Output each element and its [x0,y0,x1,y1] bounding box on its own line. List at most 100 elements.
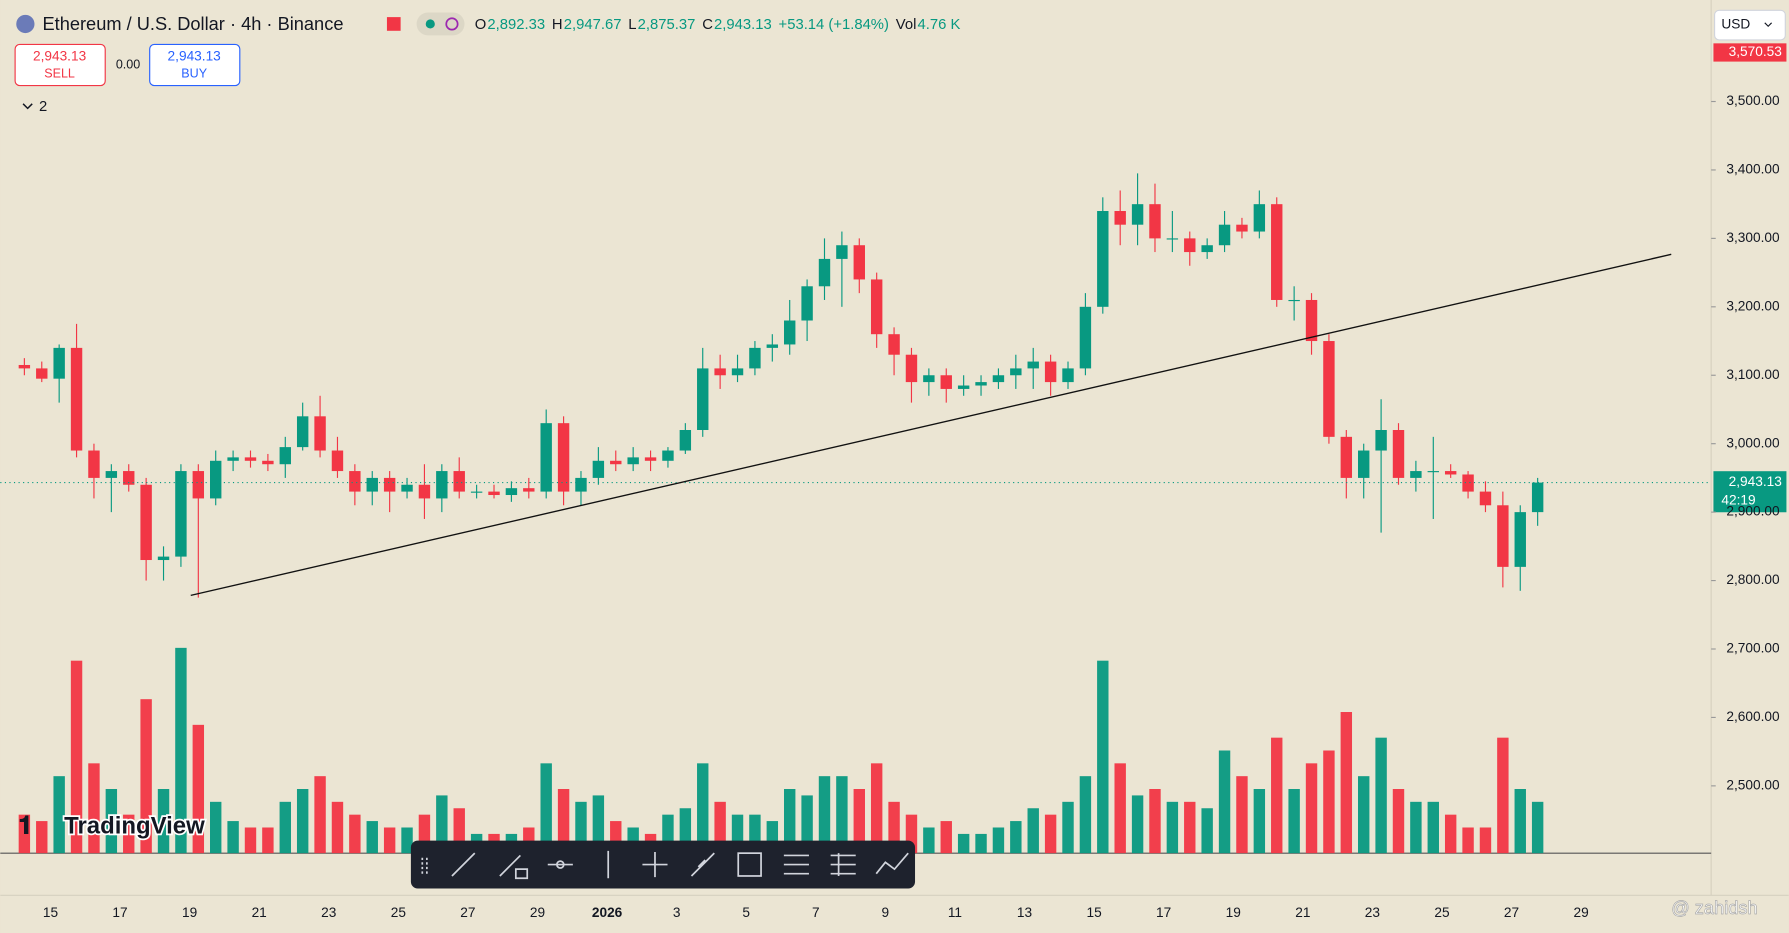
volume-bar [749,814,761,854]
y-tick-label: 3,400.00 [1726,162,1780,177]
volume-bar [992,827,1005,854]
volume-bar [1305,763,1318,854]
volume-bar [1427,801,1439,854]
x-tick-label: 21 [1295,905,1310,920]
tool-info[interactable] [690,852,715,877]
chevron[interactable] [22,103,33,110]
candle-body [627,457,639,465]
x-tick-label: 15 [43,905,59,920]
volume-bar [436,795,448,854]
tool-rect[interactable] [737,852,762,877]
candle-body [123,471,135,485]
volume-bar [227,821,239,854]
x-tick-label: 9 [882,905,890,920]
tool-hline[interactable] [547,860,573,869]
tool-trend[interactable] [451,852,476,877]
candle-body [488,491,500,496]
volume-bar [314,776,326,854]
x-tick-label: 15 [1086,905,1102,920]
ohlc-values: O 2,892.33 H 2,947.67 L 2,875.37 C 2,943.13 +53.… [475,17,961,33]
volume-bar [1166,801,1179,854]
volume-bar [836,776,848,854]
candle-body [1044,361,1057,383]
candle-body [453,471,465,492]
candle-body [784,320,796,345]
x-tick-label: 27 [1504,905,1519,920]
candle-body [436,471,448,499]
y-tick-label: 3,300.00 [1726,230,1780,245]
volume-bar [140,699,152,854]
volume-bar [401,827,413,854]
trend-line[interactable] [190,253,1672,597]
volume-bar [1271,737,1283,854]
tool-pattern[interactable] [875,852,909,875]
volume-bar [540,763,552,854]
x-tick-label: 23 [1365,905,1380,920]
candle-body [70,347,83,451]
candle-body [940,375,952,389]
candle-body [401,484,413,492]
candle-body [175,471,187,557]
candle-body [975,382,987,386]
volume-bar [123,814,135,854]
y-tick-label: 2,500.00 [1726,777,1780,792]
volume-bar [1044,814,1057,854]
candle-body [314,416,326,451]
volume-bar [1079,776,1092,854]
volume-bar [1288,789,1300,854]
volume-bar [905,814,918,854]
buy-button[interactable] [149,43,241,87]
sell-button[interactable] [14,43,106,87]
volume-bar [697,763,709,854]
flag-icon[interactable] [386,17,401,31]
candle-body [575,477,587,492]
candle-body [1462,474,1474,492]
candle-body [853,245,865,280]
ohlc-key: C [702,17,713,33]
candle-body [1410,471,1422,478]
tool-cross[interactable] [642,852,668,878]
candle-body [697,368,709,431]
currency-select[interactable] [1714,9,1786,41]
candle-body [1184,238,1196,253]
drawing-toolbar [410,840,916,889]
candle-body [523,488,535,492]
tool-fib[interactable] [783,854,809,875]
x-tick-label: 17 [112,905,127,920]
volume-bar [418,814,431,854]
logo[interactable]: TradingView [62,811,206,841]
indicator-count[interactable]: 2 [39,99,47,115]
candle-body [644,457,657,461]
volume-bar [975,833,987,854]
candle-body [53,347,65,379]
candle-body [662,450,674,461]
symbol-title[interactable]: Ethereum / U.S. Dollar · 4h · Binance [42,13,343,34]
status-dot [425,19,435,29]
x-tick-label: 3 [673,905,681,920]
change: +53.14 (+1.84%) [779,17,889,33]
tool-channel[interactable] [830,853,856,876]
candle-body [1288,299,1300,302]
candle-body [1218,224,1231,246]
candle-body [157,556,170,561]
volume-bar [157,789,170,854]
price-label-group: 2,943.13 42:19 [1713,471,1787,513]
volume-bar [1114,763,1126,854]
x-tick-label: 29 [530,905,545,920]
tool-ray[interactable] [499,854,529,880]
volume-bar [210,801,222,854]
candle-body [1010,368,1022,376]
volume-bar [1479,827,1492,854]
candle-body [557,423,570,492]
candle-body [227,457,239,461]
volume-bar [1531,801,1544,854]
buy-label: BUY [181,66,207,80]
candle-body [1131,204,1144,225]
candle-body [1358,450,1370,478]
x-tick-label: 5 [742,905,750,920]
candle-body [714,368,726,376]
volume-bar [714,801,726,854]
ohlc-key: H [552,17,563,33]
candle-body [1114,211,1126,225]
